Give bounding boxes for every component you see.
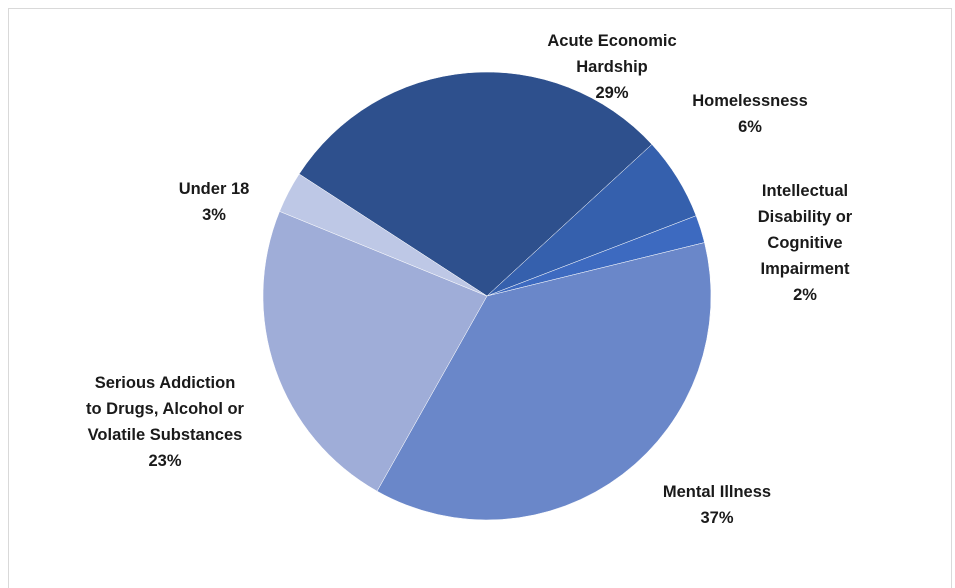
chart-area	[8, 8, 952, 588]
slice-labels: Acute Economic Hardship 29% Homelessness 6% I…	[86, 32, 853, 527]
pie-slices	[262, 71, 712, 521]
slice-label-6: Under 18 3%	[179, 180, 250, 224]
slice-label-4: Mental Illness 37%	[663, 483, 771, 527]
slice-label-1: Acute Economic Hardship 29%	[547, 32, 676, 102]
pie-slice-4	[376, 242, 712, 521]
pie-slice-6	[279, 173, 488, 297]
slice-label-5: Serious Addiction to Drugs, Alcohol or Vol…	[86, 374, 245, 470]
pie-slice-5	[262, 211, 488, 492]
slice-label-3: Intellectual Disability or Cognitive Impair…	[758, 182, 853, 304]
pie-slice-1	[298, 71, 653, 297]
slice-label-2: Homelessness 6%	[692, 92, 808, 136]
